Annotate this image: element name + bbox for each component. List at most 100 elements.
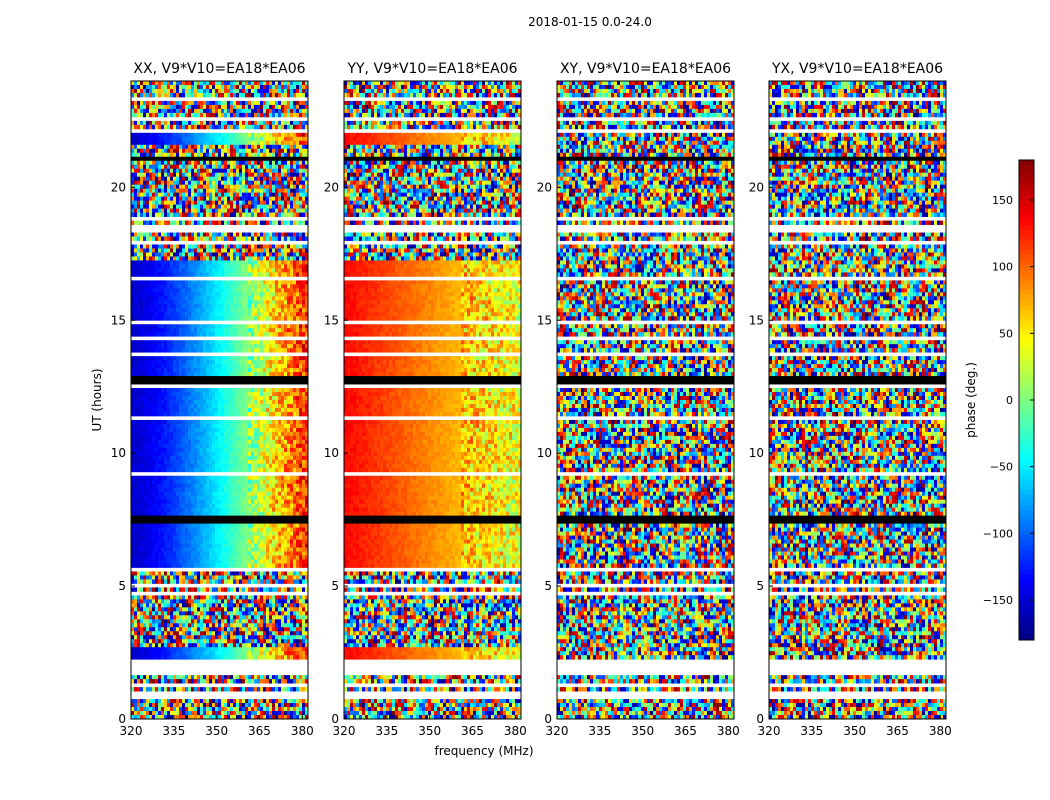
- heatmap-cell: [218, 348, 222, 353]
- heatmap-cell: [182, 463, 186, 469]
- heatmap-cell: [305, 475, 309, 481]
- heatmap-cell: [209, 372, 213, 377]
- heatmap-cell: [146, 220, 150, 225]
- heatmap-cell: [191, 196, 195, 202]
- heatmap-cell: [245, 368, 249, 373]
- heatmap-cell: [143, 451, 147, 457]
- heatmap-cell: [302, 455, 306, 461]
- heatmap-cell: [215, 368, 219, 373]
- heatmap-cell: [218, 264, 222, 269]
- heatmap-cell: [149, 439, 153, 445]
- heatmap-cell: [281, 455, 285, 461]
- heatmap-cell: [152, 144, 156, 150]
- heatmap-cell: [242, 196, 246, 202]
- heatmap-cell: [275, 232, 279, 237]
- heatmap-cell: [266, 140, 270, 146]
- heatmap-cell: [224, 308, 228, 313]
- heatmap-cell: [245, 124, 249, 130]
- heatmap-cell: [239, 256, 243, 261]
- heatmap-cell: [242, 132, 246, 138]
- heatmap-cell: [218, 360, 222, 365]
- heatmap-cell: [158, 164, 162, 170]
- heatmap-cell: [146, 108, 150, 114]
- heatmap-cell: [257, 176, 261, 182]
- heatmap-cell: [146, 368, 150, 373]
- heatmap-cell: [251, 132, 255, 138]
- heatmap-cell: [212, 256, 216, 261]
- heatmap-cell: [212, 284, 216, 289]
- heatmap-cell: [173, 340, 177, 345]
- heatmap-cell: [290, 455, 294, 461]
- heatmap-cell: [152, 403, 156, 409]
- heatmap-cell: [200, 364, 204, 369]
- heatmap-cell: [164, 184, 168, 190]
- heatmap-cell: [152, 368, 156, 373]
- heatmap-cell: [221, 439, 225, 445]
- heatmap-cell: [272, 188, 276, 194]
- heatmap-cell: [287, 212, 291, 217]
- heatmap-cell: [245, 312, 249, 317]
- heatmap-cell: [305, 388, 309, 393]
- heatmap-cell: [200, 368, 204, 373]
- heatmap-cell: [167, 396, 171, 401]
- heatmap-cell: [266, 112, 270, 118]
- heatmap-cell: [230, 272, 234, 277]
- heatmap-cell: [263, 100, 267, 106]
- heatmap-cell: [167, 248, 171, 253]
- heatmap-cell: [305, 184, 309, 190]
- heatmap-cell: [257, 148, 261, 154]
- heatmap-cell: [143, 264, 147, 269]
- heatmap-cell: [206, 396, 210, 401]
- heatmap-cell: [161, 148, 165, 154]
- heatmap-cell: [191, 284, 195, 289]
- heatmap-cell: [209, 296, 213, 301]
- heatmap-cell: [236, 112, 240, 118]
- heatmap-cell: [278, 112, 282, 118]
- heatmap-cell: [146, 272, 150, 277]
- heatmap-cell: [251, 260, 255, 265]
- heatmap-cell: [278, 84, 282, 90]
- heatmap-cell: [152, 81, 156, 86]
- heatmap-cell: [212, 120, 216, 126]
- heatmap-cell: [206, 312, 210, 317]
- heatmap-cell: [260, 400, 264, 405]
- heatmap-cell: [164, 88, 168, 94]
- heatmap-cell: [164, 467, 168, 473]
- heatmap-cell: [269, 256, 273, 261]
- heatmap-cell: [131, 148, 135, 154]
- heatmap-cell: [143, 152, 147, 158]
- heatmap-cell: [209, 368, 213, 373]
- heatmap-cell: [173, 288, 177, 293]
- heatmap-cell: [272, 152, 276, 158]
- heatmap-cell: [164, 204, 168, 209]
- heatmap-cell: [236, 184, 240, 190]
- heatmap-cell: [287, 184, 291, 190]
- heatmap-cell: [266, 360, 270, 365]
- heatmap-cell: [209, 407, 213, 413]
- heatmap-cell: [206, 264, 210, 269]
- heatmap-cell: [266, 280, 270, 285]
- heatmap-cell: [191, 463, 195, 469]
- heatmap-cell: [200, 220, 204, 225]
- heatmap-cell: [299, 220, 303, 225]
- heatmap-cell: [209, 124, 213, 130]
- heatmap-cell: [146, 200, 150, 206]
- heatmap-cell: [152, 280, 156, 285]
- heatmap-cell: [167, 411, 171, 417]
- heatmap-cell: [167, 220, 171, 225]
- heatmap-cell: [251, 400, 255, 405]
- heatmap-cell: [278, 120, 282, 126]
- heatmap-cell: [140, 467, 144, 473]
- heatmap-cell: [137, 396, 141, 401]
- heatmap-cell: [155, 160, 159, 166]
- heatmap-cell: [131, 112, 135, 118]
- heatmap-cell: [299, 136, 303, 142]
- heatmap-cell: [242, 248, 246, 253]
- heatmap-cell: [191, 208, 195, 213]
- heatmap-cell: [149, 264, 153, 269]
- heatmap-cell: [134, 360, 138, 365]
- heatmap-cell: [143, 360, 147, 365]
- heatmap-cell: [197, 300, 201, 305]
- heatmap-cell: [305, 280, 309, 285]
- heatmap-cell: [260, 184, 264, 190]
